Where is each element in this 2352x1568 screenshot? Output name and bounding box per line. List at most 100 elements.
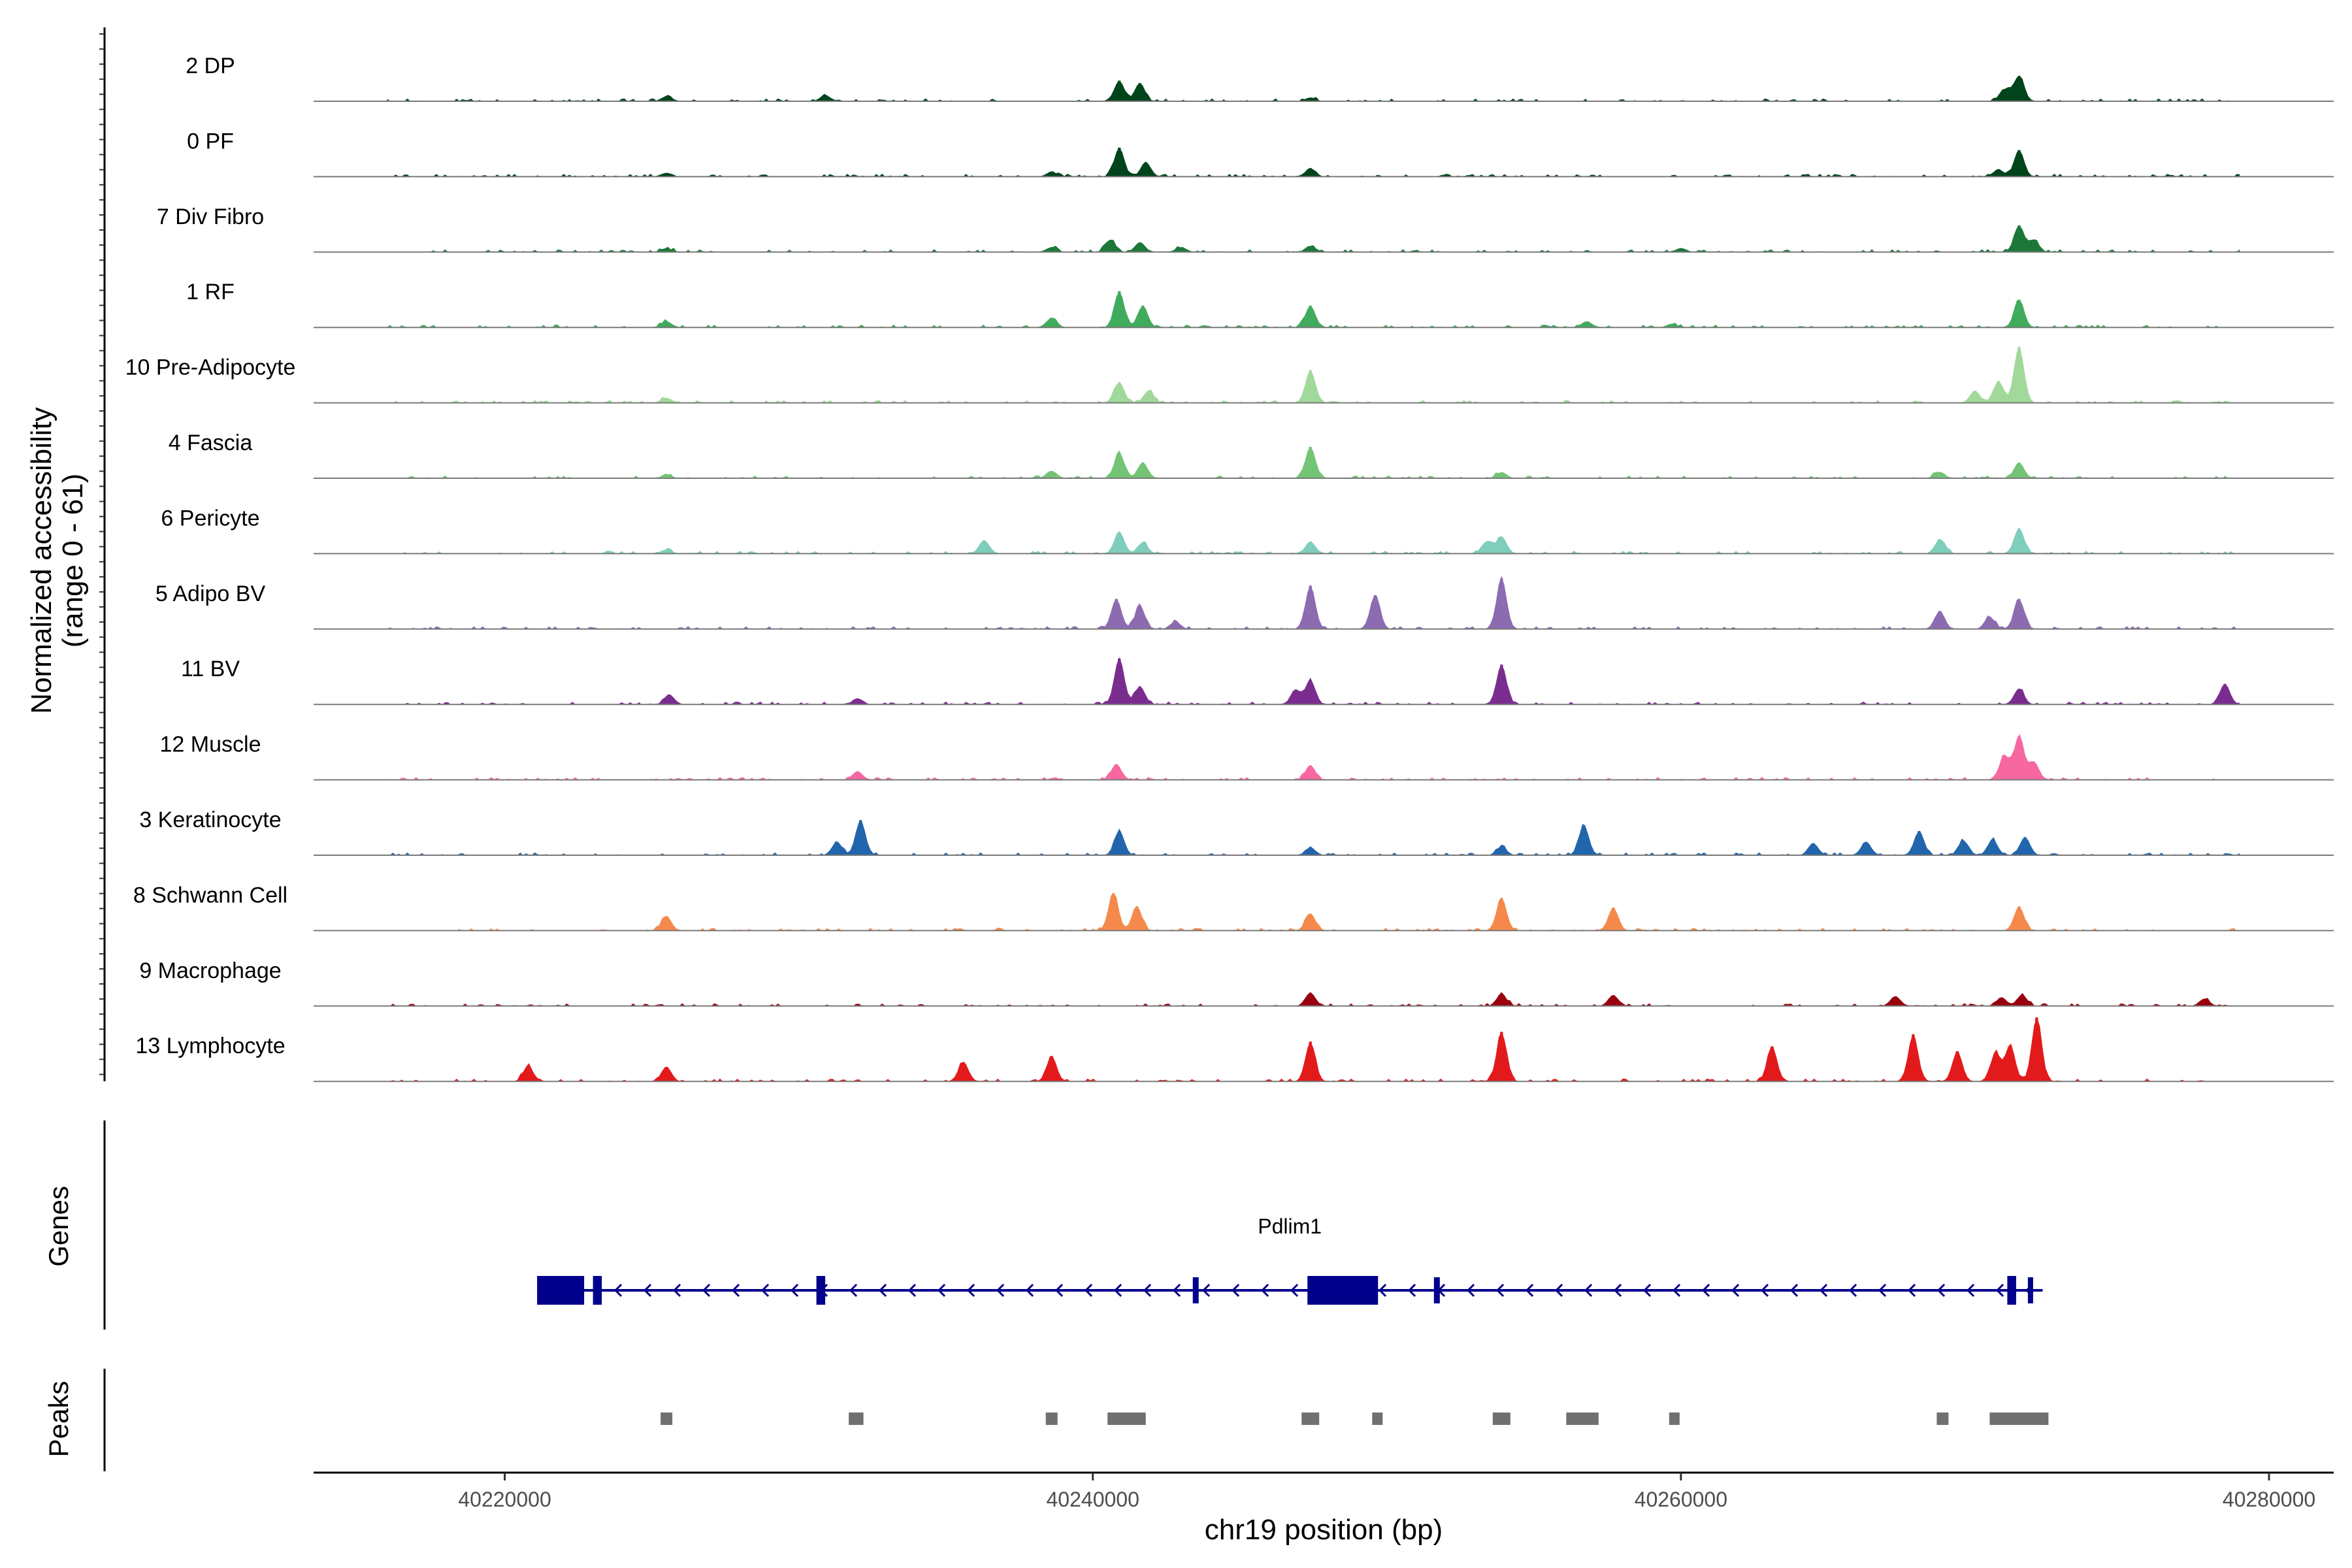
peaks-panel-label: Peaks [43, 1381, 74, 1458]
coverage-peak [1111, 764, 1122, 780]
strand-arrow [1760, 1283, 1769, 1298]
coverage-peak [2014, 150, 2025, 177]
y-axis-title-line1: Normalized accessibility [25, 407, 57, 713]
coverage-peak [1143, 391, 1154, 403]
coverage-peak [661, 248, 672, 252]
coverage-peak [1140, 162, 1151, 177]
track-5-adipo-bv: 5 Adipo BV [155, 576, 2334, 630]
coverage-peak [1914, 831, 1925, 855]
coverage-peak [1137, 463, 1149, 478]
strand-arrow [702, 1283, 711, 1298]
coverage-peak [1305, 765, 1316, 780]
strand-arrow [1378, 1283, 1387, 1298]
coverage-peak [2014, 528, 2025, 554]
coverage-peak [661, 172, 672, 177]
track-13-lymphocyte: 13 Lymphocyte [135, 1017, 2334, 1083]
gene-label: Pdlim1 [1258, 1215, 1322, 1238]
strand-arrow [1025, 1283, 1034, 1298]
peak-region [1669, 1413, 1680, 1425]
coverage-peak [1175, 247, 1186, 252]
x-axis-ticks: 40220000 40240000 40260000 40280000 [458, 1473, 2315, 1511]
coverage-peak [1305, 168, 1316, 177]
track-2-dp: 2 DP [186, 54, 2334, 102]
coverage-peak [1496, 1032, 1507, 1082]
peak-region [1107, 1413, 1146, 1425]
gene-exon [1307, 1276, 1379, 1305]
coverage-peak [1305, 680, 1316, 705]
coverage-area [387, 225, 2240, 252]
strand-arrow [1113, 1283, 1122, 1298]
coverage-peak [1667, 323, 1678, 328]
coverage-peak [2019, 837, 2031, 855]
coverage-peak [1169, 621, 1181, 629]
track-label: 9 Macrophage [139, 958, 281, 983]
coverage-peak [1305, 992, 1316, 1006]
coverage-peak [855, 820, 866, 855]
coverage-area [387, 148, 2240, 177]
coverage-peak [852, 698, 863, 705]
track-label: 8 Schwann Cell [133, 883, 287, 907]
strand-arrow [1554, 1283, 1563, 1298]
strand-arrow [1731, 1283, 1740, 1298]
coverage-peak [1969, 391, 1980, 403]
coverage-peak [1134, 686, 1145, 705]
strand-arrow [1819, 1283, 1828, 1298]
coverage-area [387, 734, 2240, 780]
coverage-peak [1137, 542, 1149, 554]
coverage-peak [832, 841, 843, 855]
coverage-area [387, 291, 2240, 328]
strand-arrow [1407, 1283, 1416, 1298]
coverage-peak [1046, 470, 1057, 478]
coverage-peak [2014, 736, 2025, 780]
coverage-peak [1134, 83, 1145, 101]
strand-arrow [1907, 1283, 1916, 1298]
coverage-peak [1578, 825, 1590, 855]
coverage-peak [1496, 847, 1507, 855]
coverage-peak [1934, 611, 1945, 629]
coverage-peak [1999, 755, 2010, 780]
coverage-peak [1305, 305, 1316, 328]
strand-arrow [1525, 1283, 1534, 1298]
coverage-peak [1984, 617, 1995, 629]
peak-region [1045, 1413, 1058, 1425]
strand-arrow [760, 1283, 770, 1298]
x-tick-label: 40240000 [1047, 1488, 1139, 1511]
gene-exon [2027, 1277, 2033, 1303]
coverage-peak [1993, 381, 2004, 403]
coverage-peak [1305, 847, 1316, 855]
coverage-peak [661, 96, 672, 101]
strand-arrow [937, 1283, 946, 1298]
peak-region [1566, 1413, 1599, 1425]
coverage-peak [1890, 996, 1901, 1006]
track-0-pf: 0 PF [187, 129, 2334, 178]
coverage-peak [1993, 169, 2004, 177]
coverage-peak [2004, 1045, 2016, 1082]
coverage-peak [1114, 831, 1125, 855]
track-label: 11 BV [181, 657, 240, 681]
coverage-peak [852, 771, 863, 780]
track-12-muscle: 12 Muscle [160, 732, 2334, 781]
coverage-peak [958, 1062, 969, 1082]
coverage-peak [1934, 540, 1945, 554]
track-3-keratinocyte: 3 Keratinocyte [139, 808, 2334, 856]
coverage-peak [1808, 843, 1819, 855]
track-6-pericyte: 6 Pericyte [161, 506, 2334, 555]
gene-exon [1433, 1277, 1440, 1303]
coverage-peak [1105, 240, 1116, 252]
strand-arrow [1613, 1283, 1622, 1298]
strand-arrow [613, 1283, 623, 1298]
strand-arrow [1936, 1283, 1946, 1298]
coverage-peak [1908, 1034, 1919, 1082]
coverage-tracks: 2 DP 0 PF 7 Div Fibro 1 RF 10 Pre-Adipocyte 4… [125, 54, 2334, 1083]
track-11-bv: 11 BV [181, 657, 2334, 706]
strand-arrow [878, 1283, 887, 1298]
strand-arrow [1789, 1283, 1799, 1298]
track-1-rf: 1 RF [186, 280, 2334, 329]
strand-arrow [849, 1283, 858, 1298]
coverage-peak [1305, 97, 1316, 101]
peak-region [1301, 1413, 1320, 1425]
coverage-peak [1481, 541, 1492, 554]
track-label: 3 Keratinocyte [139, 808, 281, 832]
coverage-peak [1111, 598, 1122, 629]
